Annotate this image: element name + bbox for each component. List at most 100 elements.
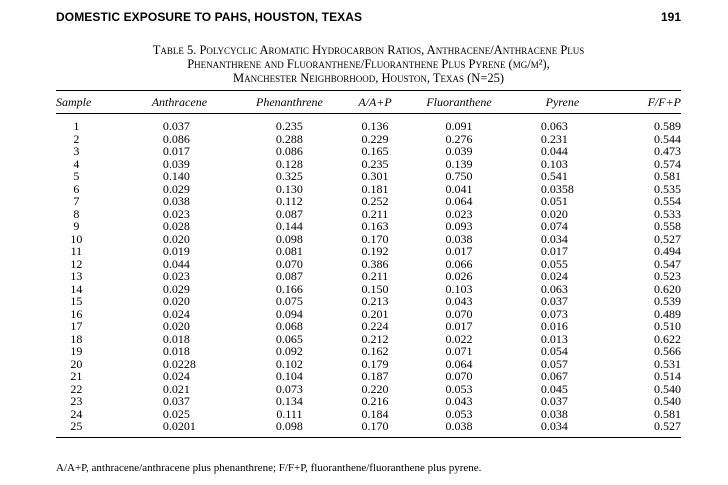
cell-fluoranthene: 0.070 bbox=[445, 306, 473, 321]
cell-anthracene: 0.039 bbox=[162, 156, 190, 171]
cell-fluoranthene: 0.064 bbox=[445, 356, 473, 371]
cell-phenanthrene: 0.075 bbox=[275, 294, 303, 308]
header-anthracene: Anthracene bbox=[118, 90, 240, 114]
cell-sample: 2 bbox=[73, 131, 80, 146]
cell-sample: 8 bbox=[73, 206, 80, 221]
cell-fluoranthene: 0.750 bbox=[445, 169, 473, 183]
cell-sample: 15 bbox=[70, 294, 83, 308]
cell-phenanthrene: 0.104 bbox=[275, 369, 303, 383]
cell-phenanthrene: 0.325 bbox=[275, 169, 303, 183]
table-row: 24 0.025 0.111 0.184 0.053 0.038 0.581 bbox=[56, 406, 681, 421]
cell-fluoranthene: 0.093 bbox=[445, 219, 473, 233]
header-phenanthrene: Phenanthrene bbox=[239, 90, 339, 114]
cell-anthracene: 0.029 bbox=[162, 181, 190, 196]
cell-fluoranthene: 0.038 bbox=[411, 420, 507, 438]
cell-phenanthrene: 0.065 bbox=[275, 331, 303, 346]
caption-line-3: Manchester Neighborhood, Houston, Texas … bbox=[232, 71, 505, 85]
cell-anthracene: 0.025 bbox=[162, 406, 190, 421]
cell-a-a-p: 0.252 bbox=[361, 194, 389, 208]
cell-f-f-p: 0.622 bbox=[654, 331, 681, 346]
table-row: 10 0.020 0.098 0.170 0.038 0.034 0.527 bbox=[56, 231, 681, 246]
table-row: 11 0.019 0.081 0.192 0.017 0.017 0.494 bbox=[56, 245, 681, 258]
table-row: 4 0.039 0.128 0.235 0.139 0.103 0.574 bbox=[56, 156, 681, 171]
cell-a-a-p: 0.216 bbox=[361, 394, 389, 408]
cell-phenanthrene: 0.092 bbox=[275, 344, 303, 358]
cell-f-f-p: 0.544 bbox=[654, 131, 681, 146]
cell-f-f-p: 0.554 bbox=[654, 194, 681, 208]
caption-line-2: Phenanthrene and Fluoranthene/Fluoranthe… bbox=[187, 57, 550, 71]
cell-fluoranthene: 0.017 bbox=[445, 319, 473, 333]
cell-fluoranthene: 0.041 bbox=[445, 181, 473, 196]
table-row: 13 0.023 0.087 0.211 0.026 0.024 0.523 bbox=[56, 270, 681, 283]
header-sample: Sample bbox=[56, 90, 119, 114]
caption-line-1: Table 5. Polycyclic Aromatic Hydrocarbon… bbox=[152, 43, 585, 57]
cell-anthracene: 0.038 bbox=[162, 194, 190, 208]
page-number: 191 bbox=[660, 10, 681, 24]
cell-sample: 13 bbox=[70, 269, 83, 283]
table-row: 12 0.044 0.070 0.386 0.066 0.055 0.547 bbox=[56, 256, 681, 271]
cell-sample: 18 bbox=[70, 331, 83, 346]
cell-pyrene: 0.020 bbox=[540, 206, 568, 221]
cell-f-f-p: 0.620 bbox=[654, 281, 681, 296]
table-row: 17 0.020 0.068 0.224 0.017 0.016 0.510 bbox=[56, 320, 681, 333]
cell-phenanthrene: 0.086 bbox=[275, 144, 303, 158]
cell-f-f-p: 0.523 bbox=[654, 269, 681, 283]
cell-sample: 17 bbox=[70, 319, 83, 333]
cell-phenanthrene: 0.134 bbox=[275, 394, 303, 408]
cell-sample: 7 bbox=[73, 194, 80, 208]
running-head-title: DOMESTIC EXPOSURE TO PAHS, HOUSTON, TEXA… bbox=[56, 10, 363, 24]
cell-fluoranthene: 0.091 bbox=[445, 119, 473, 133]
cell-phenanthrene: 0.166 bbox=[275, 281, 303, 296]
cell-fluoranthene: 0.276 bbox=[445, 131, 473, 146]
cell-anthracene: 0.044 bbox=[162, 256, 190, 271]
table-row: 7 0.038 0.112 0.252 0.064 0.051 0.554 bbox=[56, 195, 681, 208]
cell-fluoranthene: 0.103 bbox=[445, 281, 473, 296]
table-row: 21 0.024 0.104 0.187 0.070 0.067 0.514 bbox=[56, 370, 681, 383]
table-row: 22 0.021 0.073 0.220 0.053 0.045 0.540 bbox=[56, 381, 681, 396]
cell-pyrene: 0.057 bbox=[540, 356, 568, 371]
cell-a-a-p: 0.184 bbox=[361, 406, 389, 421]
cell-anthracene: 0.024 bbox=[162, 369, 190, 383]
cell-f-f-p: 0.494 bbox=[654, 244, 681, 258]
table-body: 1 0.037 0.235 0.136 0.091 0.063 0.589 2 0.086 0.2… bbox=[56, 114, 681, 438]
cell-f-f-p: 0.531 bbox=[654, 356, 681, 371]
table-row: 8 0.023 0.087 0.211 0.023 0.020 0.533 bbox=[56, 206, 681, 221]
cell-pyrene: 0.073 bbox=[540, 306, 568, 321]
cell-pyrene: 0.013 bbox=[540, 331, 568, 346]
cell-f-f-p: 0.539 bbox=[654, 294, 681, 308]
cell-phenanthrene: 0.144 bbox=[275, 219, 303, 233]
cell-a-a-p: 0.192 bbox=[361, 244, 389, 258]
cell-a-a-p: 0.162 bbox=[361, 344, 389, 358]
cell-sample: 20 bbox=[70, 356, 83, 371]
cell-anthracene: 0.0201 bbox=[118, 420, 240, 438]
table-row: 16 0.024 0.094 0.201 0.070 0.073 0.489 bbox=[56, 306, 681, 321]
cell-pyrene: 0.067 bbox=[540, 369, 568, 383]
cell-pyrene: 0.103 bbox=[540, 156, 568, 171]
cell-sample: 1 bbox=[73, 119, 80, 133]
cell-anthracene: 0.028 bbox=[162, 219, 190, 233]
table-row: 3 0.017 0.086 0.165 0.039 0.044 0.473 bbox=[56, 145, 681, 158]
table-row: 15 0.020 0.075 0.213 0.043 0.037 0.539 bbox=[56, 295, 681, 308]
cell-fluoranthene: 0.022 bbox=[445, 331, 473, 346]
cell-phenanthrene: 0.235 bbox=[275, 119, 303, 133]
cell-fluoranthene: 0.039 bbox=[445, 144, 473, 158]
cell-sample: 5 bbox=[73, 169, 80, 183]
cell-f-f-p: 0.514 bbox=[654, 369, 681, 383]
cell-a-a-p: 0.229 bbox=[361, 131, 389, 146]
cell-f-f-p: 0.527 bbox=[654, 231, 681, 246]
cell-anthracene: 0.037 bbox=[162, 394, 190, 408]
header-fluoranthene: Fluoranthene bbox=[411, 90, 507, 114]
table-row: 5 0.140 0.325 0.301 0.750 0.541 0.581 bbox=[56, 170, 681, 183]
cell-sample: 3 bbox=[73, 144, 80, 158]
cell-a-a-p: 0.170 bbox=[338, 420, 412, 438]
cell-sample: 6 bbox=[73, 181, 80, 196]
cell-phenanthrene: 0.087 bbox=[275, 269, 303, 283]
cell-sample: 16 bbox=[70, 306, 83, 321]
cell-a-a-p: 0.235 bbox=[361, 156, 389, 171]
cell-fluoranthene: 0.017 bbox=[445, 244, 473, 258]
cell-pyrene: 0.045 bbox=[540, 381, 568, 396]
cell-phenanthrene: 0.087 bbox=[275, 206, 303, 221]
cell-phenanthrene: 0.070 bbox=[275, 256, 303, 271]
cell-sample: 23 bbox=[70, 394, 83, 408]
cell-a-a-p: 0.213 bbox=[361, 294, 389, 308]
